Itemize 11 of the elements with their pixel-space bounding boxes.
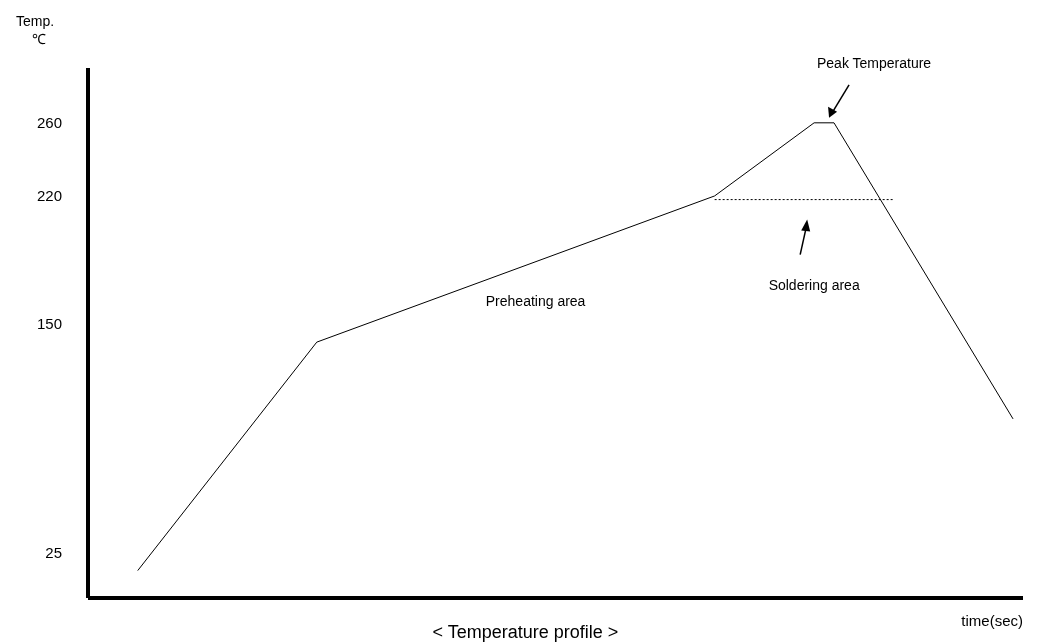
line-series <box>137 122 1014 572</box>
y-tick-label: 220 <box>36 187 62 205</box>
text: < Temperature profile > <box>432 622 619 642</box>
y-tick-label: 150 <box>36 315 62 333</box>
x-axis-title: time(sec) <box>961 612 1023 629</box>
y-tick-label: 25 <box>45 543 62 561</box>
annotation: Peak Temperature <box>816 54 932 71</box>
annotation: Soldering area <box>768 276 860 293</box>
y-axis-title: Temp. ℃ <box>16 13 55 47</box>
annotation: Preheating area <box>485 292 586 309</box>
y-tick-label: 260 <box>36 114 62 132</box>
